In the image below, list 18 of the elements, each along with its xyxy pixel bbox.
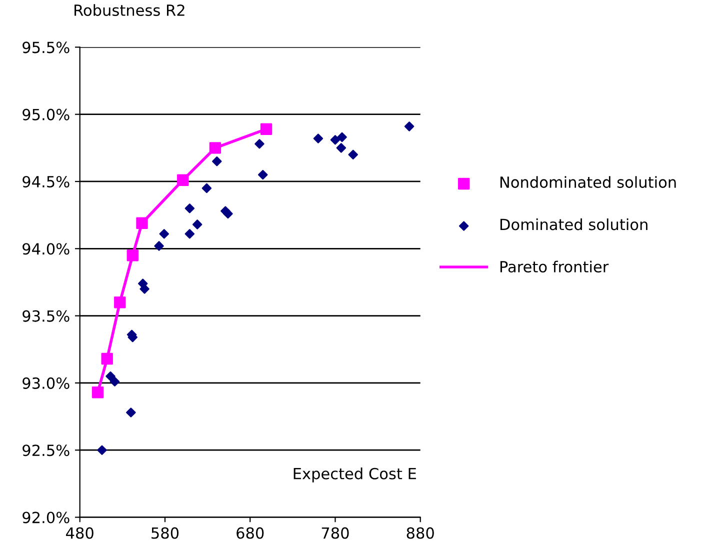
x-tick-label: 580 xyxy=(152,527,179,539)
y-tick-label: 93.0% xyxy=(22,377,70,389)
x-tick-label: 780 xyxy=(322,527,349,539)
y-tick-label: 92.0% xyxy=(22,512,70,524)
x-tick-label: 880 xyxy=(406,527,434,539)
x-axis-title: Expected Cost E xyxy=(294,468,416,482)
y-tick-label: 95.5% xyxy=(22,42,70,54)
x-tick-label: 480 xyxy=(66,527,94,539)
x-tick-label: 680 xyxy=(236,527,264,539)
y-tick-label: 95.0% xyxy=(22,108,70,120)
y-tick-label: 94.0% xyxy=(22,243,70,255)
legend-label: Nondominated solution xyxy=(500,176,676,188)
y-tick-label: 94.5% xyxy=(22,176,70,188)
y-tick-label: 93.5% xyxy=(22,310,70,322)
legend-label: Dominated solution xyxy=(500,218,648,230)
y-tick-label: 92.5% xyxy=(22,444,70,456)
y-axis-title: Robustness R2 xyxy=(74,4,184,16)
legend-label: Pareto frontier xyxy=(500,260,609,273)
